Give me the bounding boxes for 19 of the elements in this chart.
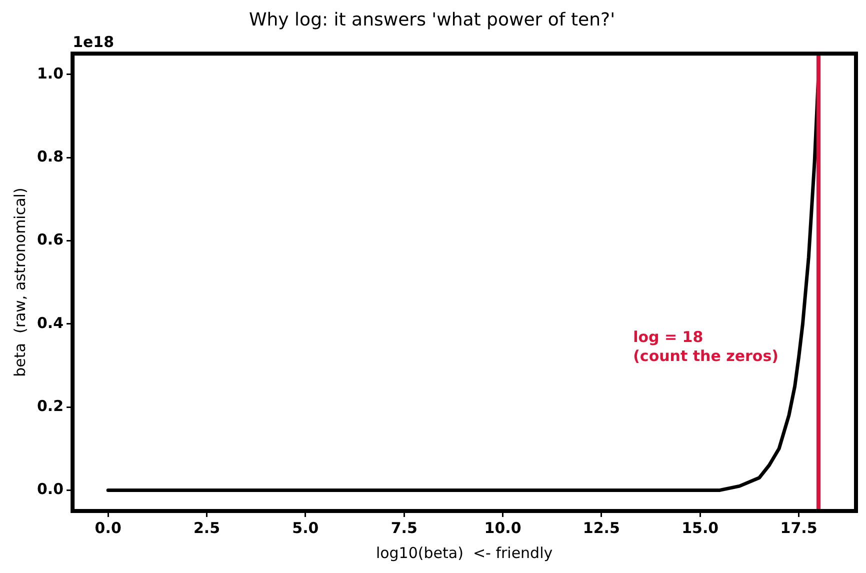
y-axis-title: beta (raw, astronomical): [10, 188, 29, 377]
y-tick-label: 1.0: [36, 64, 64, 82]
y-tick-label: 0.8: [36, 147, 64, 166]
ref-line-label: log = 18 (count the zeros): [633, 328, 779, 365]
x-axis-title: log10(beta) <- friendly: [376, 544, 553, 562]
x-tick-label: 10.0: [484, 518, 522, 537]
y-tick-label: 0.2: [36, 396, 64, 415]
x-tick-label: 0.0: [94, 518, 122, 537]
chart-title: Why log: it answers 'what power of ten?': [248, 9, 616, 30]
y-tick-label: 0.4: [36, 314, 64, 332]
y-tick-label: 0.0: [36, 480, 64, 498]
x-tick-label: 2.5: [193, 518, 220, 537]
x-tick-label: 12.5: [582, 518, 620, 537]
text: 1e18: [72, 32, 114, 51]
x-tick-label: 17.5: [780, 518, 818, 537]
x-tick-label: 5.0: [292, 518, 319, 537]
y-tick-label: 0.6: [36, 230, 64, 249]
x-tick-label: 7.5: [390, 518, 418, 537]
x-tick-label: 15.0: [682, 518, 719, 537]
